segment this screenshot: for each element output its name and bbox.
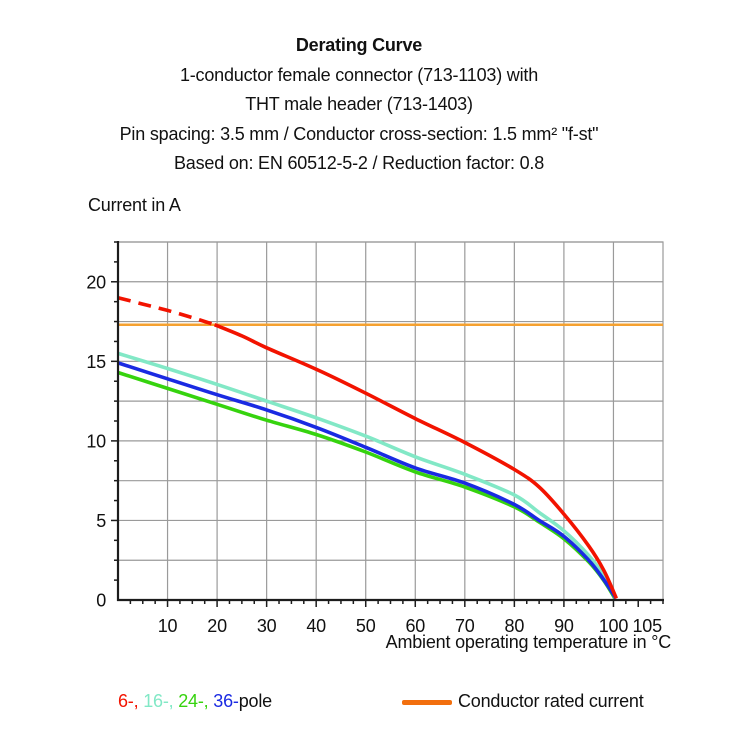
rated-current-label: Conductor rated current (458, 691, 644, 711)
y-tick-label: 15 (86, 352, 106, 372)
legend-pole-item: pole (238, 691, 272, 711)
legend-pole-item: 36- (213, 691, 239, 711)
legend-pole-item: 6-, (118, 691, 144, 711)
x-tick-label: 100 (599, 616, 629, 632)
curve-24-pole (117, 370, 617, 600)
x-tick-label: 10 (158, 616, 178, 632)
y-tick-label: 20 (86, 272, 106, 292)
x-tick-label: 20 (207, 616, 227, 632)
chart-subtitle-connector: 1-conductor female connector (713-1103) … (179, 64, 539, 85)
curve-16-pole (117, 351, 618, 600)
x-axis-title: Ambient operating temperature in °C (385, 632, 672, 652)
chart-plot: 10 20 30 40 50 60 70 80 90 100 105 0 5 10 15 20 (86, 241, 664, 632)
x-tick-label: 60 (405, 616, 425, 632)
chart-header: Derating Curve 1-conductor female connec… (0, 31, 718, 179)
legend-pole-item: 24-, (178, 691, 214, 711)
chart-title: Derating Curve (295, 35, 423, 55)
x-tick-label: 80 (505, 616, 525, 632)
legend-pole-item: 16-, (143, 691, 179, 711)
y-axis-title: Current in A (88, 195, 181, 215)
curve-36-pole (117, 361, 618, 600)
x-tick-label: 70 (455, 616, 475, 632)
x-tick-label: 50 (356, 616, 376, 632)
x-tick-label: 30 (257, 616, 277, 632)
legend-pole-counts: 6-, 16-, 24-, 36-pole (118, 691, 272, 712)
curve-6-pole (117, 295, 216, 327)
rated-current-line-swatch (402, 700, 452, 705)
chart-subtitle-basis: Based on: EN 60512-5-2 / Reduction facto… (173, 153, 545, 173)
legend: 6-, 16-, 24-, 36-pole Conductor rated cu… (0, 691, 750, 719)
x-tick-label: 40 (306, 616, 326, 632)
y-tick-label: 0 (96, 591, 106, 611)
chart-subtitle-spec: Pin spacing: 3.5 mm / Conductor cross-se… (119, 123, 599, 144)
x-tick-label: 90 (554, 616, 574, 632)
y-tick-label: 5 (96, 511, 106, 531)
chart-subtitle-header: THT male header (713-1403) (245, 94, 473, 114)
x-tick-label: 105 (633, 616, 663, 632)
y-tick-label: 10 (86, 431, 106, 451)
curve-6-pole (213, 323, 619, 600)
